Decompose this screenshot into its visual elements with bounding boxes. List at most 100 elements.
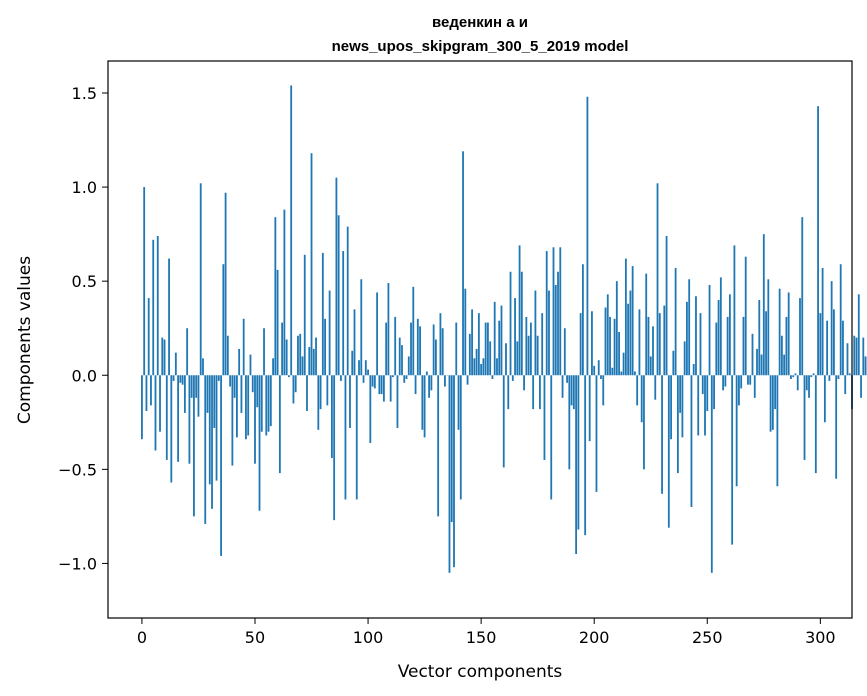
x-axis-ticks: 0 50 100 150 200 250 300 [137, 618, 836, 647]
bar [523, 375, 525, 391]
bar [692, 363, 695, 376]
bar [226, 335, 229, 376]
bar [493, 301, 496, 376]
bar [545, 251, 548, 376]
bar [710, 375, 713, 573]
bar [288, 375, 290, 378]
bar [272, 358, 274, 376]
bar [618, 331, 620, 376]
bar [817, 106, 819, 376]
bar [837, 375, 840, 380]
bar [529, 322, 532, 376]
bar [534, 290, 537, 376]
bar [722, 375, 725, 391]
bar [190, 375, 193, 398]
bar [595, 375, 598, 492]
x-tick-label: 100 [353, 628, 384, 647]
bar [839, 264, 842, 376]
bar [496, 358, 498, 376]
bar [310, 153, 313, 376]
bar [620, 371, 623, 376]
bar [498, 320, 501, 376]
bar [787, 292, 790, 376]
bar [340, 375, 342, 381]
bar [281, 322, 284, 376]
bar [550, 375, 553, 500]
bar [283, 209, 286, 376]
bar [640, 375, 643, 423]
bar [667, 375, 670, 528]
bar [833, 309, 835, 376]
y-axis-label: Components values [15, 256, 35, 424]
bar [507, 375, 510, 410]
bar [477, 313, 480, 376]
bar [401, 345, 403, 376]
bar [765, 311, 767, 376]
bar [321, 252, 324, 376]
bar [392, 375, 394, 378]
bar [842, 320, 844, 376]
bar [688, 279, 691, 376]
bar [563, 328, 566, 376]
bar [249, 354, 252, 376]
bar [505, 343, 507, 376]
bar [484, 322, 487, 376]
bar [728, 294, 731, 376]
bar [857, 294, 860, 376]
bar [181, 375, 184, 385]
bar [652, 326, 654, 376]
bar [290, 85, 293, 376]
bar [439, 313, 442, 376]
bar [276, 269, 279, 376]
bar [419, 326, 421, 376]
y-tick-label: −0.5 [58, 460, 97, 479]
bar [572, 375, 575, 410]
bar [541, 313, 544, 376]
bar [450, 375, 453, 523]
bar [713, 375, 715, 410]
bar [511, 375, 514, 381]
bar [254, 375, 256, 464]
bar [581, 264, 584, 376]
bar [333, 375, 336, 521]
bar [672, 350, 675, 376]
bar [812, 373, 815, 376]
bar-series [141, 85, 867, 573]
bar [695, 296, 697, 376]
bar [211, 375, 213, 509]
bar [204, 375, 207, 524]
bar [611, 367, 614, 376]
bar [704, 375, 706, 436]
bar [394, 316, 397, 376]
bar [251, 375, 254, 393]
bar [233, 375, 236, 398]
bar [855, 337, 858, 376]
bar [145, 375, 148, 411]
bar [199, 183, 202, 376]
bar [163, 339, 166, 376]
bar [514, 298, 516, 376]
bar [679, 375, 682, 413]
bar [317, 375, 320, 430]
bar [853, 335, 856, 376]
bar [552, 247, 555, 376]
bar [464, 288, 467, 376]
bar [690, 375, 693, 507]
bar [267, 375, 270, 432]
bar [371, 375, 374, 387]
bar [785, 316, 788, 376]
bar [444, 375, 446, 387]
bar [303, 254, 306, 376]
bar [258, 375, 261, 511]
bar [385, 322, 388, 376]
bar [213, 375, 216, 428]
chart-title: веденкин а и news_upos_skipgram_300_5_20… [332, 14, 629, 55]
bar [600, 375, 602, 380]
bar [376, 292, 379, 376]
bar [428, 375, 431, 398]
bar [609, 316, 611, 376]
bar [701, 375, 704, 395]
bar [231, 375, 234, 466]
bar [584, 375, 587, 536]
bar [297, 335, 299, 376]
